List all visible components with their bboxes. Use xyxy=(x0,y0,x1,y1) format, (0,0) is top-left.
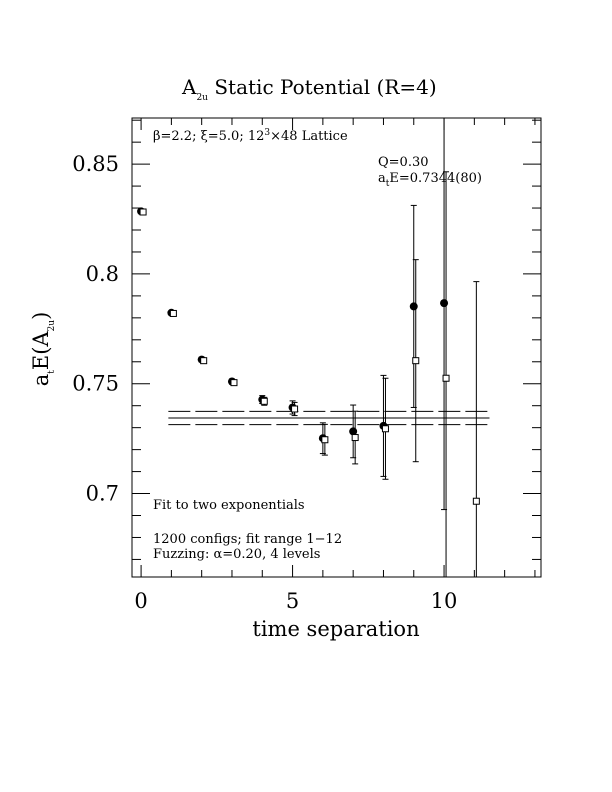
data-point-square xyxy=(442,374,450,382)
fit-type-annotation: Fit to two exponentials xyxy=(153,498,305,513)
data-point-square xyxy=(381,425,389,433)
data-point-square xyxy=(351,434,359,442)
x-axis-title: time separation xyxy=(252,617,419,641)
data-point-square xyxy=(260,397,268,405)
data-point-square xyxy=(200,357,208,365)
lattice-annotation: β=2.2; ξ=5.0; 123×48 Lattice xyxy=(153,128,348,144)
data-point-square xyxy=(321,436,329,444)
data-point-circle xyxy=(409,302,418,311)
y-tick-label: 0.85 xyxy=(72,152,119,176)
x-tick-label: 5 xyxy=(286,589,299,613)
q-annotation: Q=0.30 xyxy=(378,155,429,170)
energy-annotation: atE=0.7344(80) xyxy=(378,171,482,189)
fit-lines xyxy=(168,410,490,426)
data-point-square xyxy=(230,379,238,387)
chart-title: A2u Static Potential (R=4) xyxy=(181,75,437,103)
data-point-square xyxy=(291,405,299,413)
data-point-square xyxy=(412,357,420,365)
configs-annotation: 1200 configs; fit range 1−12 xyxy=(153,532,342,547)
data-point-square xyxy=(139,208,147,216)
y-axis-title: atE(A2u) xyxy=(29,312,57,387)
data-points xyxy=(137,118,480,577)
y-tick-label: 0.7 xyxy=(86,482,119,506)
y-tick-label: 0.75 xyxy=(72,372,119,396)
y-tick-labels: 0.7 0.75 0.8 0.85 xyxy=(72,152,119,505)
data-point-circle xyxy=(440,299,449,308)
data-point-square xyxy=(472,497,480,505)
y-tick-label: 0.8 xyxy=(86,262,119,286)
x-tick-labels: 0 5 10 xyxy=(134,589,457,613)
plot-frame xyxy=(131,117,542,578)
x-tick-label: 10 xyxy=(431,589,458,613)
fuzzing-annotation: Fuzzing: α=0.20, 4 levels xyxy=(153,547,320,562)
x-tick-label: 0 xyxy=(134,589,147,613)
data-point-square xyxy=(169,309,177,317)
